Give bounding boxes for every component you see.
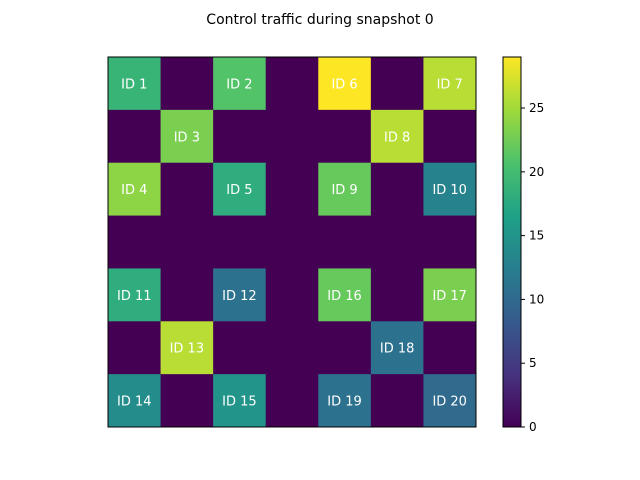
cell-label: ID 1	[121, 77, 147, 92]
heatmap-cell	[213, 321, 267, 375]
heatmap-cell	[108, 215, 162, 269]
cell-label: ID 19	[327, 395, 362, 410]
cell-label: ID 15	[222, 395, 257, 410]
heatmap-cell	[370, 374, 424, 428]
heatmap-cell	[318, 268, 372, 322]
heatmap-cell	[160, 162, 214, 217]
cell-label: ID 17	[432, 289, 467, 304]
heatmap-cell	[265, 109, 319, 164]
colorbar-tick-label: 25	[529, 101, 544, 115]
heatmap-cell	[108, 374, 162, 428]
heatmap-cell	[423, 215, 477, 269]
cell-label: ID 6	[331, 77, 357, 92]
heatmap-cell	[370, 321, 424, 375]
cell-label: ID 12	[222, 289, 257, 304]
colorbar-tick-label: 5	[529, 356, 537, 370]
heatmap-cell	[265, 215, 319, 269]
heatmap-cell	[265, 321, 319, 375]
colorbar-frame	[502, 56, 522, 428]
heatmap-cell	[370, 109, 424, 164]
heatmap-cell	[108, 109, 162, 164]
heatmap-cell	[370, 215, 424, 269]
cell-label: ID 14	[117, 395, 152, 410]
chart-title: Control traffic during snapshot 0	[206, 12, 433, 28]
heatmap-cell	[213, 215, 267, 269]
heatmap-cell	[423, 109, 477, 164]
heatmap-cells: ID 1 ID 2 ID 6 ID 7 ID 3 ID 8 ID 4 ID 5 ID 9 ID 1…	[108, 57, 477, 428]
heatmap-cell	[108, 162, 162, 217]
heatmap-cell	[108, 268, 162, 322]
heatmap-cell	[213, 57, 267, 111]
cell-label: ID 18	[380, 342, 415, 357]
colorbar-tick-label: 10	[529, 292, 544, 306]
heatmap-cell	[318, 215, 372, 269]
heatmap-cell	[370, 162, 424, 217]
cell-label: ID 3	[174, 130, 200, 145]
heatmap-cell	[265, 268, 319, 322]
cell-label: ID 13	[170, 342, 205, 357]
heatmap-cell	[108, 321, 162, 375]
plot-frame	[107, 56, 477, 428]
heatmap-cell	[423, 162, 477, 217]
heatmap-cell	[213, 162, 267, 217]
heatmap-cell	[318, 374, 372, 428]
heatmap-cell	[213, 374, 267, 428]
colorbar-tick-label: 20	[529, 165, 544, 179]
heatmap-cell	[160, 321, 214, 375]
cell-label: ID 20	[432, 395, 467, 410]
cell-label: ID 11	[117, 289, 152, 304]
heatmap-cell	[108, 57, 162, 111]
colorbar-ticks: 0 5 10 15 20 25	[521, 101, 544, 434]
heatmap-cell	[423, 57, 477, 111]
heatmap-cell	[318, 162, 372, 217]
heatmap-cell	[318, 321, 372, 375]
heatmap-cell	[318, 109, 372, 164]
cell-label: ID 16	[327, 289, 362, 304]
heatmap-cell	[423, 268, 477, 322]
heatmap-cell	[160, 57, 214, 111]
heatmap-cell	[370, 57, 424, 111]
heatmap-cell	[423, 321, 477, 375]
heatmap-cell	[160, 215, 214, 269]
cell-label: ID 4	[121, 183, 147, 198]
cell-label: ID 2	[226, 77, 252, 92]
heatmap-cell	[423, 374, 477, 428]
cell-label: ID 7	[437, 77, 463, 92]
heatmap-cell	[370, 268, 424, 322]
colorbar-tick-label: 15	[529, 229, 544, 243]
cell-label: ID 8	[384, 130, 410, 145]
heatmap-cell	[160, 374, 214, 428]
heatmap-cell	[265, 162, 319, 217]
heatmap-cell	[318, 57, 372, 111]
heatmap-cell	[265, 57, 319, 111]
heatmap-cell	[265, 374, 319, 428]
colorbar-tick-label: 0	[529, 420, 537, 434]
cell-label: ID 5	[226, 183, 252, 198]
heatmap-cell	[213, 109, 267, 164]
cell-label: ID 10	[432, 183, 467, 198]
heatmap-cell	[213, 268, 267, 322]
heatmap-cell	[160, 268, 214, 322]
cell-label: ID 9	[331, 183, 357, 198]
heatmap-cell	[160, 109, 214, 164]
colorbar-gradient	[503, 57, 521, 427]
